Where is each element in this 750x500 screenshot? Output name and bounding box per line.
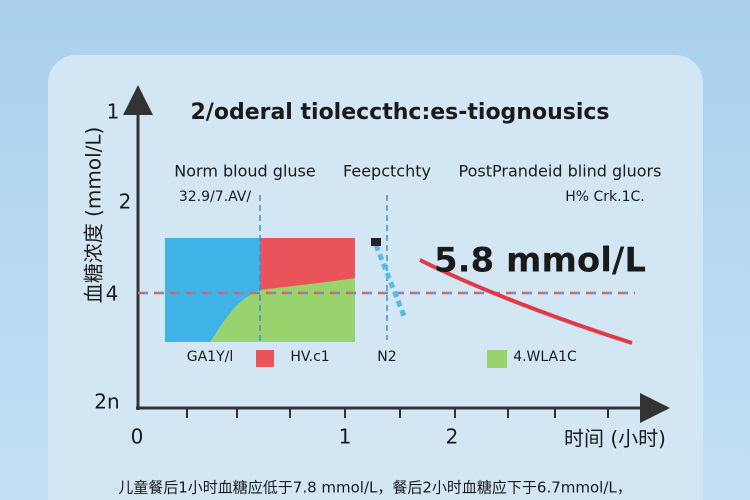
x-axis-label: 时间 (小时) xyxy=(564,427,666,451)
legend-label: 4.WLA1C xyxy=(513,349,577,365)
legend-label: GA1Y/l xyxy=(187,349,234,365)
callout: 5.8 mmol/L xyxy=(434,241,646,281)
legend-label: HV.c1 xyxy=(290,349,329,365)
panel xyxy=(48,55,703,500)
x-tick-label: 2 xyxy=(446,425,459,449)
title: 2/oderal tioleccthc:es-tiognousics xyxy=(190,100,609,125)
x-tick-marks xyxy=(186,408,609,418)
section-subtitle: 32.9/7.AV/ xyxy=(179,189,252,205)
section-title: PostPrandeid blind gluors xyxy=(459,162,662,181)
y-tick-label: 2n xyxy=(94,390,119,414)
footer: 儿童餐后1小时血糖应低于7.8 mmol/L，餐后2小时血糖应下于6.7mmol… xyxy=(118,479,632,497)
legend-swatch xyxy=(256,350,274,367)
y-tick-label: 1 xyxy=(107,100,120,124)
y-tick-label: 4 xyxy=(106,282,119,306)
legend-label: N2 xyxy=(377,349,396,365)
y-axis-label: 血糖浓度 (mmol/L) xyxy=(82,127,106,304)
section-subtitle: H% Crk.1C. xyxy=(565,189,645,205)
y-tick-label: 2 xyxy=(119,190,132,214)
section-title: Feepctchty xyxy=(343,162,431,181)
drop-marker xyxy=(373,244,407,317)
legend-swatch xyxy=(487,350,507,368)
decline-curve xyxy=(419,258,633,345)
x-tick-label: 1 xyxy=(339,425,352,449)
drop-marker xyxy=(371,238,381,246)
section-title: Norm bloud gluse xyxy=(174,162,315,181)
x-tick-label: 0 xyxy=(131,425,144,449)
